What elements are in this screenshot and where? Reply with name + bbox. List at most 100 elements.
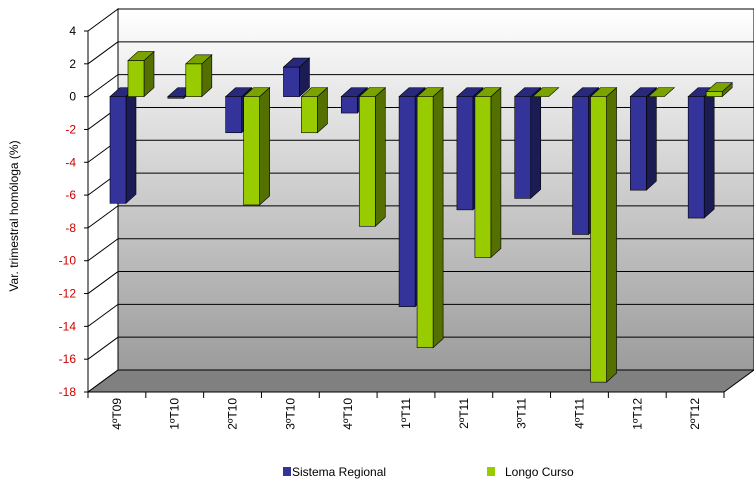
bar-front [243,96,260,206]
bar-top [185,54,213,65]
gridline-side [87,303,119,327]
bar [647,87,676,97]
y-axis: 4 2 0 -2 -4 -6 -8 -10 -12 -14 -16 -18 [59,24,89,399]
bar [416,86,444,349]
bar-front [283,66,300,97]
bar-front [301,96,318,134]
bar-side [125,86,137,204]
bar-top [127,51,155,61]
y-tick-label: 2 [69,57,76,71]
x-tick-label: 2ºT10 [226,398,240,430]
x-tick-label: 4ºT10 [341,398,355,430]
bar-top [282,57,311,68]
bar-front [456,96,474,211]
bar-front [590,96,607,383]
y-tick-label: -6 [65,188,76,202]
y-tick-label: -16 [59,352,77,366]
bar-top [474,87,502,97]
legend: Sistema Regional Longo Curso [283,465,574,479]
bar-front [127,60,145,97]
y-tick-label: -12 [59,287,77,301]
bar-top [571,87,600,97]
bar-front [340,96,358,114]
bar [282,57,311,98]
bar-top [513,87,542,97]
bar-top [358,87,387,97]
legend-swatch [283,467,291,476]
bar [589,86,618,383]
x-tick-label: 4ºT09 [110,398,124,430]
bar-front [687,96,705,219]
bar-top [589,87,618,97]
bar [358,86,387,227]
bar-front [225,96,242,134]
bar [531,87,560,97]
gridline-side [87,41,119,65]
legend-label: Longo Curso [505,465,574,479]
x-tick-label: 2ºT12 [688,398,702,430]
bar [687,86,715,219]
bar-side [432,86,444,349]
bar-side [646,86,657,191]
bar-front [705,91,723,97]
bar-side [530,86,542,200]
gridline-side [87,238,119,262]
bar-top [647,87,676,97]
x-tick-label: 3ºT11 [515,398,529,429]
bar [127,50,155,98]
bar [242,86,271,206]
bar-top [224,87,253,97]
y-tick-label: 4 [69,24,76,38]
x-tick-label: 1ºT10 [168,398,182,430]
x-tick-label: 1ºT12 [630,398,644,430]
x-tick-label: 3ºT10 [283,398,297,430]
y-tick-label: -2 [65,122,76,136]
x-tick-label: 1ºT11 [399,398,413,429]
y-tick-label: 0 [69,90,76,104]
bar-front [109,96,127,204]
y-tick-label: -8 [65,221,76,235]
bar-top [340,87,369,97]
bar-top [705,82,733,93]
y-tick-label: -10 [59,254,77,268]
bar-front [416,96,434,348]
gridline-side [87,74,119,98]
y-tick-label: -18 [59,385,77,399]
bar-front [474,96,492,258]
bar-top [531,87,560,97]
bar-front [572,96,589,235]
bar [474,86,502,259]
gridline-side [87,205,119,229]
x-axis: 4ºT09 1ºT10 2ºT10 3ºT10 4ºT10 1ºT11 2ºT11 3ºT11… [87,392,725,430]
y-axis-label: Var. trimestral homóloga (%) [7,140,21,291]
bar-side [259,86,270,206]
gridline-side [87,271,119,294]
bar [705,82,733,98]
y-tick-label: -4 [65,155,76,169]
bar [300,86,329,134]
y-tick-label: -14 [59,319,77,333]
bar-front [358,96,376,227]
bar-top [456,87,484,97]
legend-swatch [487,467,495,476]
bar-top [398,87,426,97]
bar [185,54,213,98]
bar [513,86,542,200]
bar-side [490,86,502,259]
bar-front [398,96,416,307]
bar-front [630,96,647,191]
bar-top [629,87,658,97]
gridline-side [87,336,119,360]
plot-floor [86,369,754,393]
bar-top [416,87,444,97]
bar-top [300,87,329,97]
legend-label: Sistema Regional [292,465,386,479]
x-tick-label: 4ºT11 [572,398,586,429]
bar-front [514,96,532,199]
bar [629,86,658,191]
x-tick-label: 2ºT11 [457,398,471,429]
bar [109,86,137,204]
bar-side [374,86,386,227]
bars [109,50,733,383]
